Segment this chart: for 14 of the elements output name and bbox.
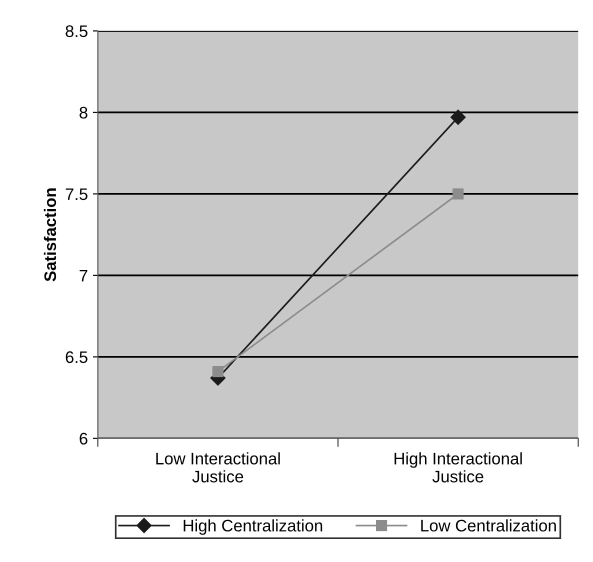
x-tick-label: High Interactional Justice [394, 452, 522, 482]
point [212, 366, 224, 378]
legend-label: Low Centralization [421, 519, 556, 532]
x-tick-label: Low Interactional Justice [156, 452, 280, 482]
y-tick-label: 8.5 [66, 25, 88, 38]
point [450, 110, 466, 125]
legend-label: High Centralization [184, 519, 322, 535]
y-axis-title: Satisfaction [44, 188, 56, 282]
y-tick-label: 6 [80, 432, 88, 445]
y-tick-label: 8 [80, 106, 88, 119]
y-tick-label: 7 [80, 270, 88, 282]
y-tick-label: 6.5 [66, 351, 88, 364]
y-tick-label: 7.5 [66, 188, 88, 200]
point [452, 188, 464, 200]
